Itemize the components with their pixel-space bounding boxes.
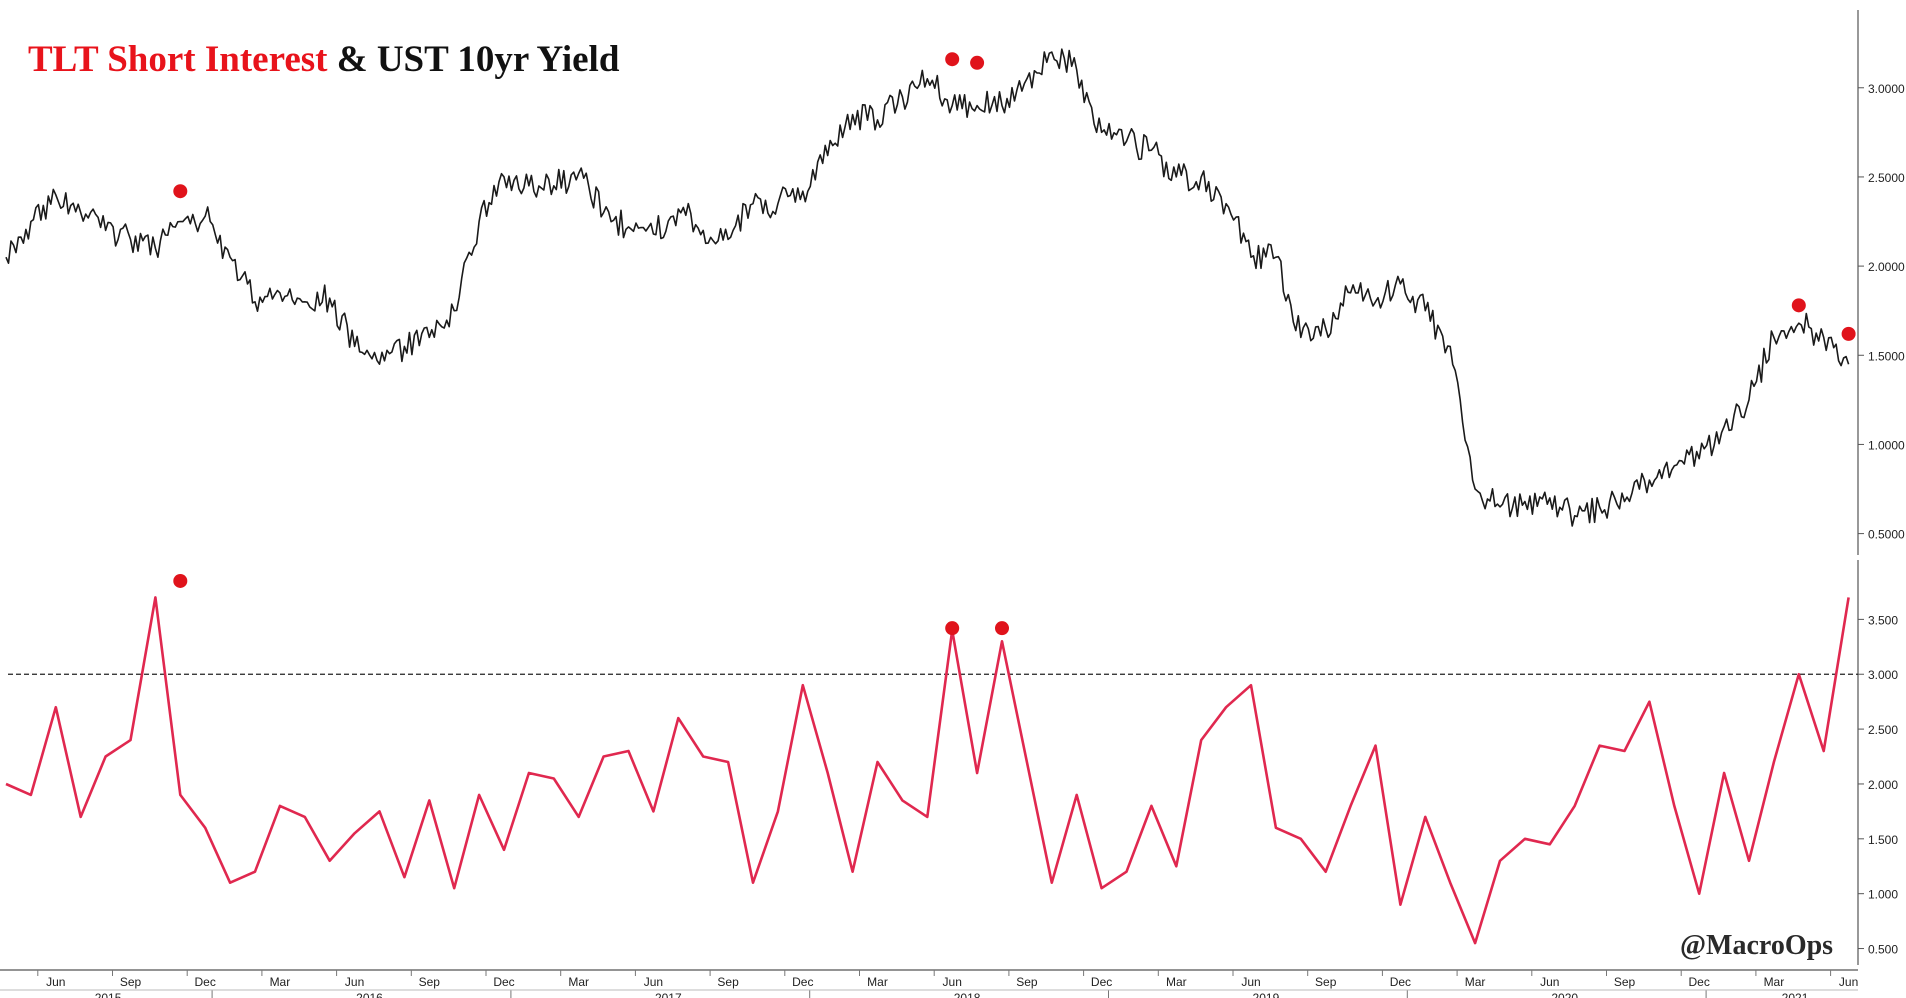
x-year-label: 2021 xyxy=(1782,991,1809,998)
short-interest-series-line xyxy=(5,596,1850,945)
y-tick-label: 1.5000 xyxy=(1868,349,1905,363)
short-interest-panel: 0.500 1.000 1.500 2.000 2.500 3.000 3.500 xyxy=(5,560,1898,965)
x-tick-label: Jun xyxy=(1540,975,1559,989)
highlight-marker xyxy=(1841,326,1856,341)
y-tick-label: 2.000 xyxy=(1868,778,1898,792)
x-year-label: 2015 xyxy=(95,991,122,998)
x-tick-label: Jun xyxy=(46,975,65,989)
y-tick-label: 2.500 xyxy=(1868,723,1898,737)
highlight-marker xyxy=(995,621,1009,636)
x-tick-label: Jun xyxy=(1839,975,1858,989)
y-tick-label: 1.0000 xyxy=(1868,438,1905,452)
title-part-yield: & UST 10yr Yield xyxy=(336,39,620,80)
x-year-label: 2017 xyxy=(655,991,682,998)
x-tick-label: Mar xyxy=(1465,975,1486,989)
x-year-label: 2020 xyxy=(1551,991,1578,998)
y-tick-label: 2.0000 xyxy=(1868,260,1905,274)
x-tick-label: Mar xyxy=(1166,975,1187,989)
x-tick-label: Dec xyxy=(195,975,216,989)
x-tick-label: Mar xyxy=(1764,975,1785,989)
x-tick-label: Sep xyxy=(1614,975,1636,989)
yield-series-line xyxy=(5,48,1850,527)
x-tick-label: Mar xyxy=(270,975,291,989)
x-tick-label: Sep xyxy=(1315,975,1337,989)
watermark: @MacroOps xyxy=(1680,930,1834,961)
y-tick-label: 3.0000 xyxy=(1868,82,1905,96)
x-tick-label: Sep xyxy=(717,975,739,989)
x-tick-label: Sep xyxy=(120,975,142,989)
x-year-label: 2019 xyxy=(1253,991,1280,998)
y-tick-label: 2.5000 xyxy=(1868,171,1905,185)
x-tick-label: Dec xyxy=(493,975,514,989)
y-tick-label: 1.000 xyxy=(1868,888,1898,902)
x-axis: Jun Sep Dec Mar Jun Sep Dec Mar Jun Sep Dec Mar Jun S… xyxy=(0,969,1858,998)
yield-panel: 0.5000 1.0000 1.5000 2.0000 2.5000 3.0000 xyxy=(5,10,1905,555)
x-tick-label: Sep xyxy=(1016,975,1038,989)
x-tick-label: Jun xyxy=(345,975,364,989)
x-tick-label: Jun xyxy=(644,975,663,989)
x-year-label: 2016 xyxy=(356,991,383,998)
y-tick-label: 3.000 xyxy=(1868,668,1898,682)
highlight-marker xyxy=(173,184,188,199)
x-tick-label: Mar xyxy=(568,975,589,989)
highlight-marker xyxy=(945,621,960,636)
highlight-marker xyxy=(173,573,188,588)
x-tick-label: Dec xyxy=(1091,975,1112,989)
y-tick-label: 0.5000 xyxy=(1868,528,1905,542)
x-tick-label: Dec xyxy=(1689,975,1710,989)
highlight-marker xyxy=(945,52,960,67)
x-tick-label: Jun xyxy=(1241,975,1260,989)
chart-title: TLT Short Interest & UST 10yr Yield xyxy=(28,38,619,81)
x-tick-label: Mar xyxy=(867,975,888,989)
x-tick-label: Jun xyxy=(943,975,962,989)
x-tick-label: Dec xyxy=(792,975,813,989)
y-tick-label: 0.500 xyxy=(1868,943,1898,957)
y-tick-label: 1.500 xyxy=(1868,833,1898,847)
x-year-label: 2018 xyxy=(954,991,981,998)
y-tick-label: 3.500 xyxy=(1868,613,1898,627)
x-tick-label: Sep xyxy=(419,975,441,989)
title-part-short-interest: TLT Short Interest xyxy=(28,39,328,80)
highlight-marker xyxy=(1791,298,1806,313)
highlight-marker xyxy=(970,55,985,70)
x-tick-label: Dec xyxy=(1390,975,1411,989)
